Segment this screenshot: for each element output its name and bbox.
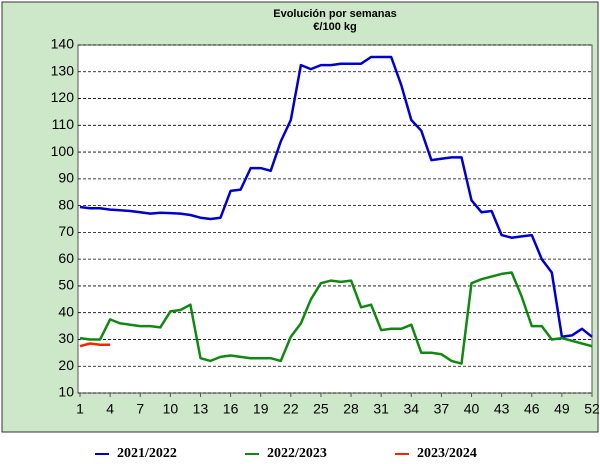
x-tick-label: 4: [106, 401, 114, 417]
y-tick-label: 30: [58, 330, 74, 346]
y-tick-label: 60: [58, 250, 74, 266]
y-tick-label: 50: [58, 277, 74, 293]
x-tick-label: 46: [524, 401, 540, 417]
x-tick-label: 43: [494, 401, 510, 417]
x-tick-label: 7: [136, 401, 144, 417]
y-tick-label: 80: [58, 196, 74, 212]
x-tick-label: 28: [343, 401, 359, 417]
y-tick-label: 100: [51, 143, 75, 159]
x-tick-label: 13: [193, 401, 209, 417]
x-tick-label: 19: [253, 401, 269, 417]
legend-label: 2023/2024: [417, 446, 477, 461]
x-tick-label: 31: [373, 401, 389, 417]
line-series: [79, 342, 111, 348]
x-tick-label: 37: [434, 401, 450, 417]
line-series: [79, 55, 593, 339]
legend-label: 2022/2023: [267, 446, 327, 461]
x-tick-label: 49: [554, 401, 570, 417]
x-tick-label: 16: [223, 401, 239, 417]
x-tick-label: 52: [584, 401, 600, 417]
y-tick-label: 90: [58, 170, 74, 186]
y-tick-label: 110: [52, 116, 75, 132]
chart-subtitle: €/100 kg: [313, 21, 356, 33]
chart-title: Evolución por semanas: [273, 8, 396, 20]
y-tick-label: 120: [51, 89, 75, 105]
y-tick-label: 10: [58, 384, 74, 400]
plot-area: [77, 44, 593, 394]
legend-label: 2021/2022: [117, 446, 177, 461]
y-tick-label: 20: [58, 357, 74, 373]
x-tick-label: 10: [163, 401, 179, 417]
x-tick-label: 25: [313, 401, 329, 417]
x-tick-label: 34: [404, 401, 420, 417]
y-tick-label: 70: [58, 223, 74, 239]
x-tick-label: 40: [464, 401, 480, 417]
y-tick-label: 140: [51, 36, 75, 52]
line-series: [79, 271, 593, 365]
x-tick-label: 1: [76, 401, 84, 417]
y-tick-label: 130: [51, 62, 75, 78]
x-tick-label: 22: [283, 401, 299, 417]
y-tick-label: 40: [58, 303, 74, 319]
